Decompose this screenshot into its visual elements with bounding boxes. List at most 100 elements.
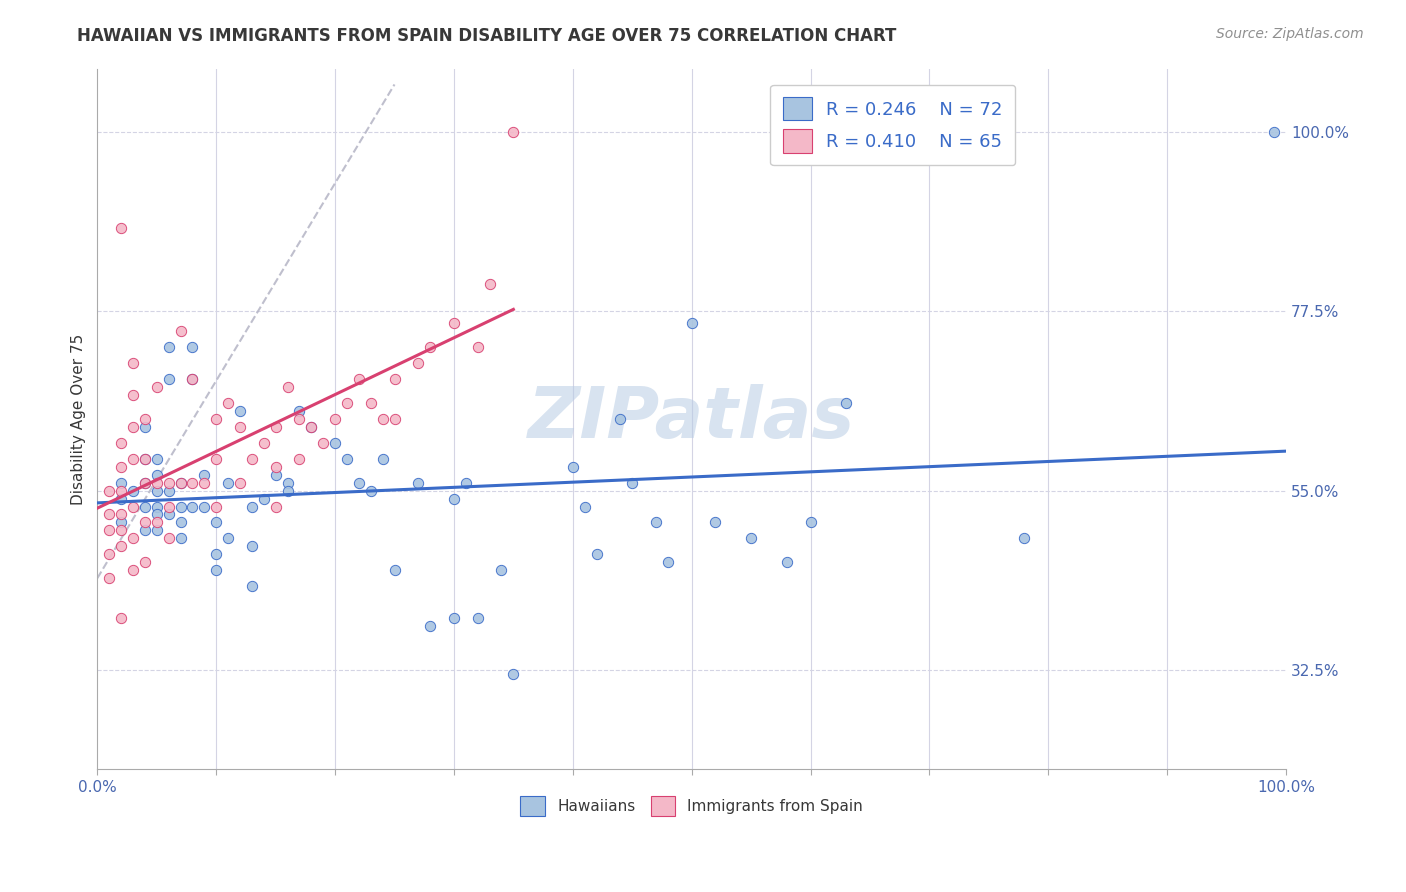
Point [134,412,156,426]
Point [122,451,145,466]
Point [205,500,228,514]
Y-axis label: Disability Age Over 75: Disability Age Over 75 [72,334,86,505]
Point [384,412,406,426]
Point [157,483,180,498]
Point [110,524,132,538]
Point [288,451,311,466]
Point [181,372,204,386]
Point [110,220,132,235]
Point [169,475,191,490]
Point [312,435,335,450]
Legend: Hawaiians, Immigrants from Spain: Hawaiians, Immigrants from Spain [512,787,872,825]
Point [169,532,191,546]
Point [360,483,382,498]
Point [146,524,169,538]
Point [134,516,156,530]
Point [240,539,263,553]
Point [122,388,145,402]
Point [323,435,346,450]
Point [609,412,631,426]
Point [98,524,121,538]
Point [169,516,191,530]
Point [264,459,287,474]
Point [146,451,169,466]
Point [835,396,858,410]
Point [205,547,228,561]
Point [146,516,169,530]
Point [681,317,703,331]
Point [157,372,180,386]
Point [98,547,121,561]
Point [574,500,596,514]
Point [157,508,180,522]
Point [384,372,406,386]
Point [169,500,191,514]
Point [134,475,156,490]
Point [110,459,132,474]
Point [384,563,406,577]
Point [443,491,465,506]
Point [704,516,727,530]
Point [371,412,394,426]
Point [169,475,191,490]
Point [146,475,169,490]
Point [264,500,287,514]
Point [419,340,441,354]
Point [1263,125,1285,139]
Text: ZIPatlas: ZIPatlas [529,384,855,453]
Point [371,451,394,466]
Point [288,404,311,418]
Point [122,356,145,370]
Point [443,317,465,331]
Point [240,579,263,593]
Point [122,500,145,514]
Point [478,277,501,291]
Point [134,524,156,538]
Text: Source: ZipAtlas.com: Source: ZipAtlas.com [1216,27,1364,41]
Point [1014,532,1036,546]
Point [181,372,204,386]
Point [240,500,263,514]
Point [502,666,524,681]
Point [193,500,215,514]
Point [217,475,239,490]
Point [169,324,191,338]
Point [134,451,156,466]
Point [229,475,252,490]
Point [240,451,263,466]
Point [229,404,252,418]
Point [205,451,228,466]
Point [157,500,180,514]
Point [98,508,121,522]
Point [110,611,132,625]
Point [98,571,121,585]
Point [740,532,762,546]
Point [264,420,287,434]
Point [110,539,132,553]
Point [181,500,204,514]
Point [217,532,239,546]
Point [657,555,679,569]
Point [491,563,513,577]
Point [181,475,204,490]
Point [253,491,276,506]
Point [467,340,489,354]
Point [146,467,169,482]
Point [205,516,228,530]
Point [561,459,583,474]
Point [264,467,287,482]
Point [467,611,489,625]
Point [146,380,169,394]
Point [347,475,370,490]
Point [645,516,668,530]
Point [146,483,169,498]
Point [122,420,145,434]
Point [205,412,228,426]
Point [193,467,215,482]
Point [799,516,821,530]
Point [110,491,132,506]
Point [336,396,359,410]
Point [193,475,215,490]
Point [277,380,299,394]
Point [134,475,156,490]
